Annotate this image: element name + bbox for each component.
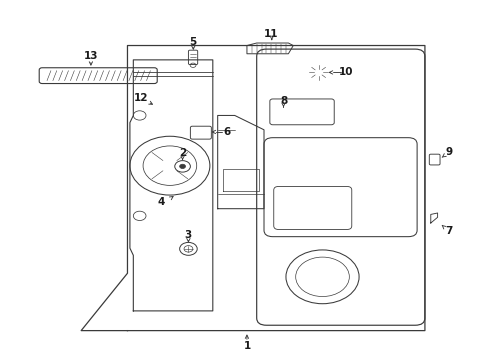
Text: 10: 10 (338, 67, 352, 77)
Text: 3: 3 (184, 230, 192, 239)
Text: 12: 12 (133, 93, 147, 103)
Text: 2: 2 (179, 148, 186, 158)
Text: 8: 8 (279, 96, 286, 106)
Text: 6: 6 (224, 127, 231, 137)
Circle shape (179, 164, 185, 168)
FancyBboxPatch shape (188, 50, 197, 64)
Text: 4: 4 (158, 197, 165, 207)
Text: 5: 5 (189, 37, 197, 46)
FancyBboxPatch shape (39, 68, 157, 84)
Text: 7: 7 (445, 226, 452, 236)
FancyBboxPatch shape (428, 154, 439, 165)
FancyBboxPatch shape (264, 138, 416, 237)
FancyBboxPatch shape (264, 109, 304, 122)
Text: 13: 13 (83, 51, 98, 61)
Text: 9: 9 (445, 147, 452, 157)
FancyBboxPatch shape (256, 49, 424, 325)
FancyBboxPatch shape (269, 99, 333, 125)
Text: 11: 11 (264, 29, 278, 39)
FancyBboxPatch shape (271, 112, 286, 120)
Text: 1: 1 (243, 341, 250, 351)
FancyBboxPatch shape (190, 126, 211, 139)
FancyBboxPatch shape (273, 186, 351, 229)
